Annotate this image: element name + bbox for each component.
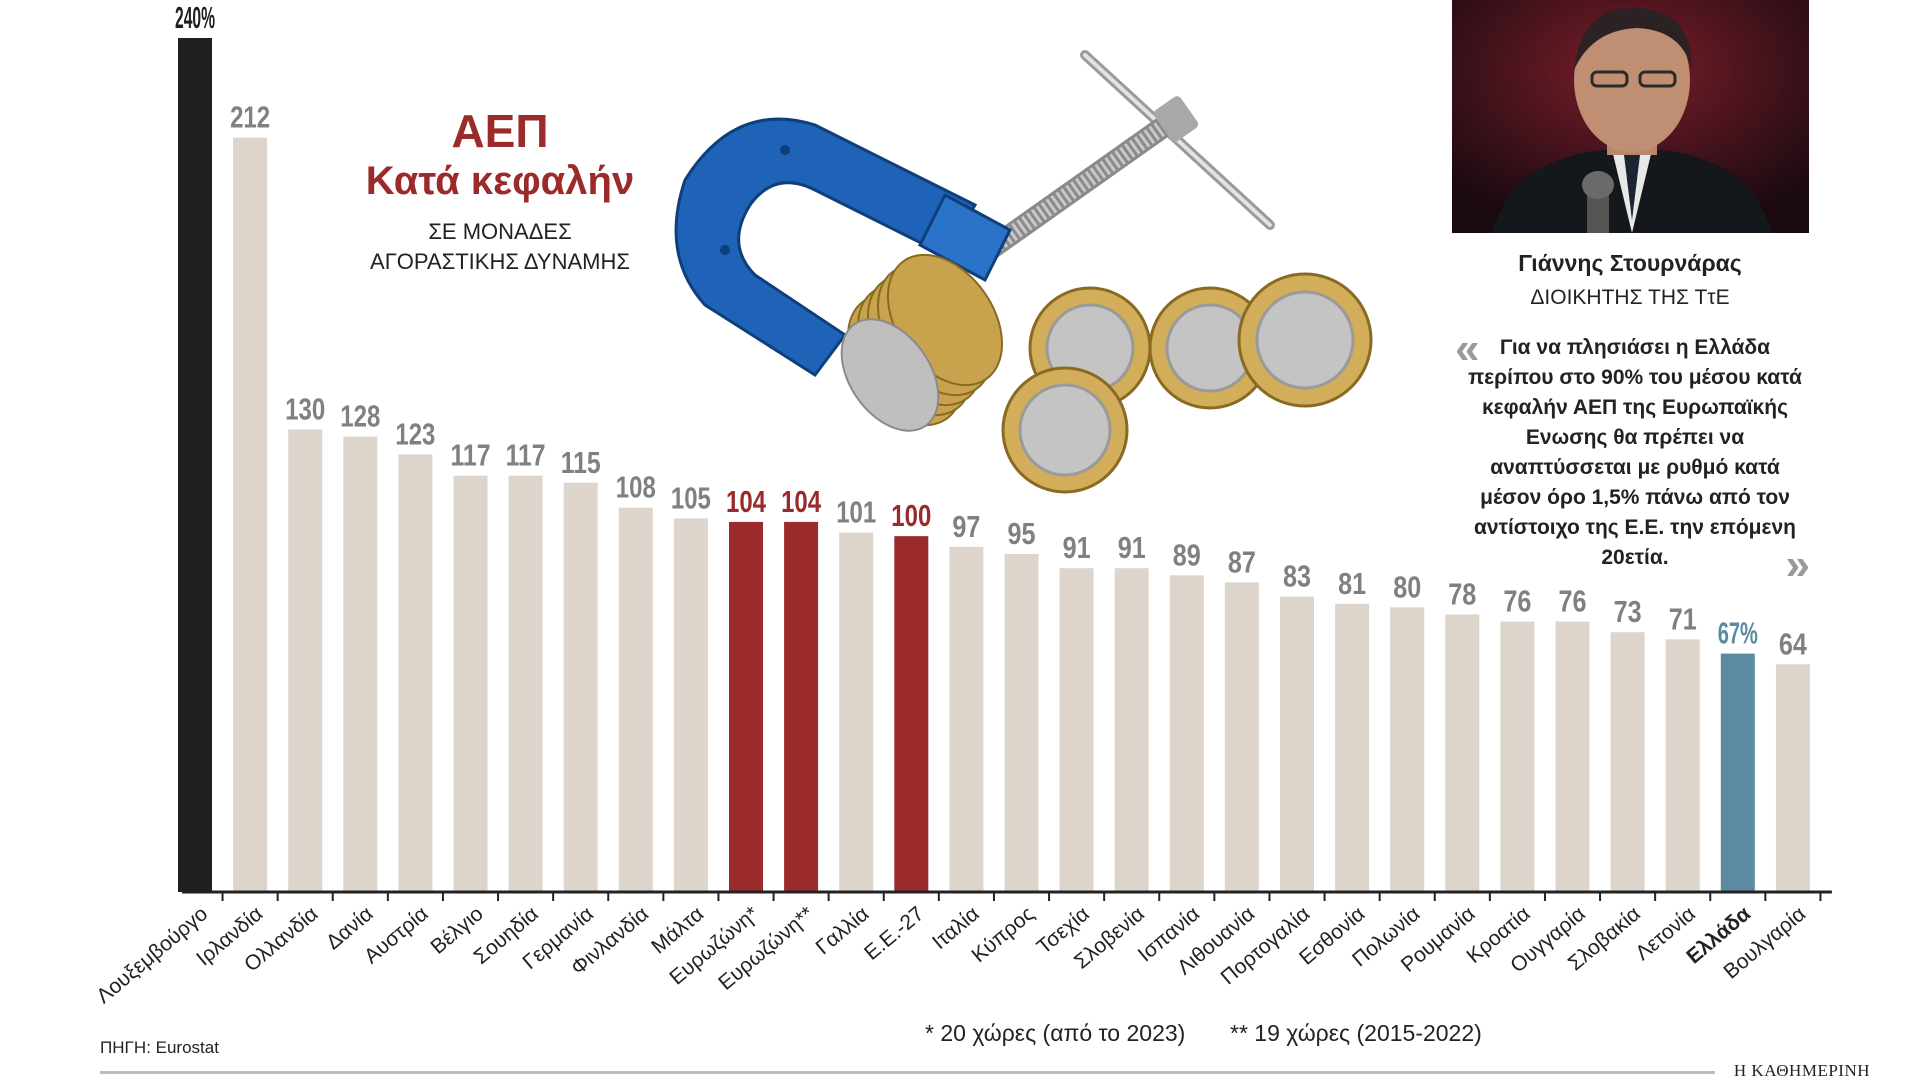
unit-line-1: ΣΕ ΜΟΝΑΔΕΣ bbox=[428, 219, 572, 244]
value-label-29: 64 bbox=[1779, 626, 1808, 661]
value-label-27: 71 bbox=[1669, 601, 1697, 636]
bar-29 bbox=[1775, 664, 1810, 892]
value-label-16: 91 bbox=[1063, 530, 1091, 565]
quote-close-mark: » bbox=[1785, 540, 1810, 589]
bar-11 bbox=[784, 521, 819, 892]
person-name: Γιάννης Στουρνάρας bbox=[1518, 250, 1742, 276]
value-label-1: 212 bbox=[230, 100, 270, 135]
chart-subtitle: Κατά κεφαλήν bbox=[365, 159, 635, 203]
value-label-3: 128 bbox=[340, 399, 380, 434]
source-label: ΠΗΓΗ: Eurostat bbox=[100, 1038, 219, 1057]
bar-18 bbox=[1169, 575, 1204, 892]
axis-ticks-group bbox=[221, 892, 1822, 901]
value-label-26: 73 bbox=[1614, 594, 1642, 629]
bar-24 bbox=[1500, 621, 1535, 892]
chart-title: ΑΕΠ bbox=[451, 105, 549, 157]
bar-6 bbox=[508, 475, 543, 892]
bars-group bbox=[178, 38, 1810, 893]
bar-2 bbox=[288, 429, 323, 892]
value-label-11: 104 bbox=[781, 484, 822, 519]
clamp-coins-illustration bbox=[674, 50, 1373, 494]
value-label-18: 89 bbox=[1173, 537, 1201, 572]
bar-5 bbox=[453, 475, 488, 892]
footnote-eurozone-20: * 20 χώρες (από το 2023) bbox=[925, 1020, 1186, 1046]
quote-text: Για να πλησιάσει η Ελλάδα περίπου στο 90… bbox=[1468, 336, 1802, 569]
person-photo bbox=[1452, 0, 1809, 233]
bar-23 bbox=[1445, 614, 1480, 892]
value-label-8: 108 bbox=[616, 470, 656, 505]
bar-15 bbox=[1004, 553, 1039, 892]
bottom-rule bbox=[100, 1071, 1715, 1074]
value-label-9: 105 bbox=[671, 480, 711, 515]
bar-8 bbox=[618, 507, 653, 892]
value-label-22: 80 bbox=[1393, 569, 1421, 604]
bar-26 bbox=[1610, 632, 1645, 892]
bar-9 bbox=[673, 518, 708, 892]
bar-28 bbox=[1720, 653, 1755, 892]
value-label-4: 123 bbox=[395, 416, 435, 451]
value-labels-group: 240% 212 130 128 123 117 117 115 108 105 104 104 101… bbox=[175, 0, 1808, 661]
bar-27 bbox=[1665, 639, 1700, 892]
value-label-28: 67% bbox=[1718, 616, 1758, 651]
value-label-25: 76 bbox=[1559, 584, 1587, 619]
value-label-24: 76 bbox=[1503, 584, 1531, 619]
value-label-19: 87 bbox=[1228, 544, 1256, 579]
bar-22 bbox=[1390, 607, 1425, 892]
bar-14 bbox=[949, 546, 984, 892]
value-label-0: 240% bbox=[175, 0, 215, 35]
bar-0 bbox=[178, 38, 212, 892]
quote-block: « Για να πλησιάσει η Ελλάδα περίπου στο … bbox=[1455, 327, 1810, 587]
bar-7 bbox=[563, 482, 598, 892]
quote-open-mark: « bbox=[1455, 324, 1480, 373]
value-label-6: 117 bbox=[506, 438, 546, 473]
bar-25 bbox=[1555, 621, 1590, 892]
value-label-15: 95 bbox=[1008, 516, 1036, 551]
bar-12 bbox=[839, 532, 874, 892]
category-label-11: Ευρωζώνη** bbox=[714, 902, 818, 995]
value-label-20: 83 bbox=[1283, 559, 1311, 594]
chart-title-block: ΑΕΠ Κατά κεφαλήν ΣΕ ΜΟΝΑΔΕΣ ΑΓΟΡΑΣΤΙΚΗΣ … bbox=[300, 105, 700, 277]
bar-4 bbox=[398, 454, 433, 892]
person-role: ΔΙΟΙΚΗΤΗΣ ΤΗΣ ΤτΕ bbox=[1530, 286, 1730, 309]
brand-label: Η ΚΑΘΗΜΕΡΙΝΗ bbox=[1733, 1061, 1870, 1080]
category-label-15: Κύπρος bbox=[967, 902, 1038, 967]
category-label-13: Ε.Ε.-27 bbox=[860, 902, 928, 965]
value-label-12: 101 bbox=[836, 495, 876, 530]
value-label-10: 104 bbox=[726, 484, 767, 519]
bar-20 bbox=[1280, 596, 1314, 892]
value-label-5: 117 bbox=[451, 438, 491, 473]
value-label-7: 115 bbox=[561, 445, 601, 480]
bar-10 bbox=[729, 521, 763, 892]
bar-1 bbox=[233, 137, 268, 893]
value-label-2: 130 bbox=[285, 391, 325, 426]
footnote-eurozone-19: ** 19 χώρες (2015-2022) bbox=[1230, 1020, 1482, 1046]
value-label-14: 97 bbox=[952, 509, 980, 544]
bar-3 bbox=[343, 436, 378, 892]
value-label-21: 81 bbox=[1338, 566, 1366, 601]
value-label-17: 91 bbox=[1118, 530, 1146, 565]
bar-16 bbox=[1059, 568, 1094, 892]
bar-21 bbox=[1335, 603, 1370, 892]
value-label-23: 78 bbox=[1448, 576, 1476, 611]
bar-19 bbox=[1224, 582, 1259, 892]
unit-line-2: ΑΓΟΡΑΣΤΙΚΗΣ ΔΥΝΑΜΗΣ bbox=[370, 249, 630, 274]
bar-17 bbox=[1114, 568, 1149, 892]
bar-13 bbox=[894, 536, 929, 892]
value-label-13: 100 bbox=[891, 498, 931, 533]
